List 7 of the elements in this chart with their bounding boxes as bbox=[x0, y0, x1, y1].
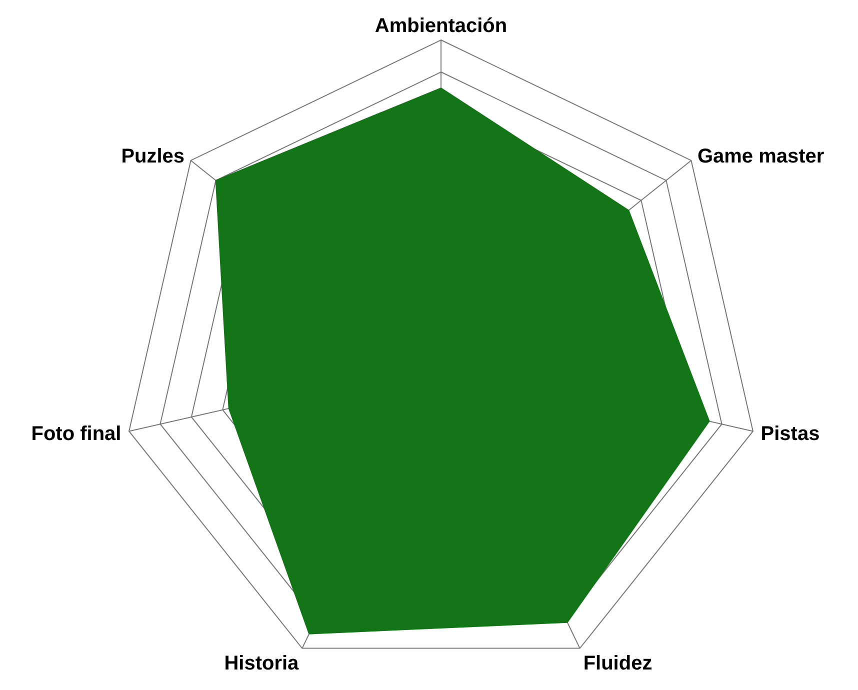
spoke-label: Foto final bbox=[31, 423, 122, 446]
spoke-label: Fluidez bbox=[583, 652, 652, 675]
spoke-label: Puzles bbox=[121, 146, 185, 168]
spoke-label: Game master bbox=[697, 146, 824, 168]
spoke-label: Historia bbox=[224, 652, 300, 675]
spoke-label: Pistas bbox=[760, 423, 820, 446]
spoke-label: Ambientación bbox=[374, 15, 508, 37]
